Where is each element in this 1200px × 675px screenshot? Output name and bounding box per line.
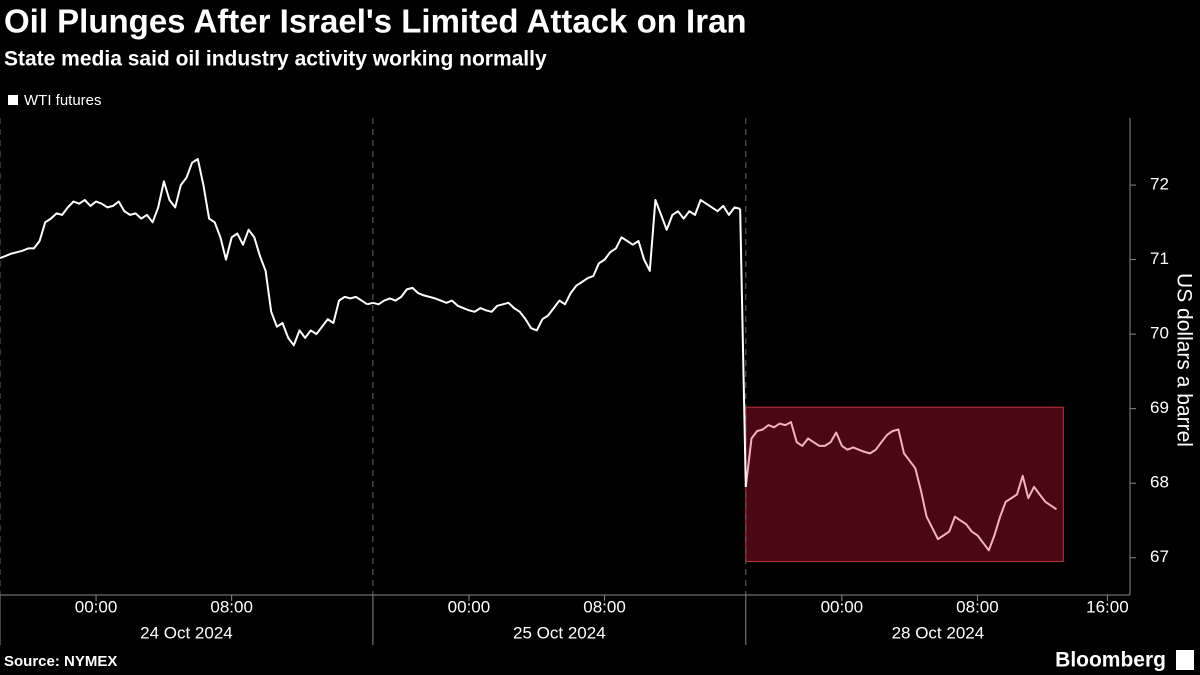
chart-title: Oil Plunges After Israel's Limited Attac…	[4, 3, 747, 40]
x-tick-label: 00:00	[821, 597, 864, 616]
x-tick-label: 00:00	[448, 597, 491, 616]
y-tick-label: 68	[1150, 473, 1169, 492]
x-tick-label: 16:00	[1086, 597, 1129, 616]
price-line	[0, 158, 368, 347]
x-tick-label: 08:00	[956, 597, 999, 616]
x-group-label: 25 Oct 2024	[513, 623, 606, 642]
source: Source: NYMEX	[4, 653, 117, 670]
x-tick-label: 00:00	[75, 597, 118, 616]
y-tick-label: 69	[1150, 398, 1169, 417]
x-group-label: 28 Oct 2024	[892, 623, 985, 642]
legend-label: WTI futures	[24, 92, 102, 109]
legend-swatch	[8, 95, 18, 105]
x-tick-label: 08:00	[583, 597, 626, 616]
y-tick-label: 72	[1150, 175, 1169, 194]
price-line	[744, 421, 1058, 552]
price-line	[372, 199, 741, 332]
x-group-label: 24 Oct 2024	[140, 623, 233, 642]
session-connector	[739, 208, 747, 487]
brand: Bloomberg	[1055, 649, 1166, 672]
brand-icon	[1176, 650, 1194, 670]
session-connector	[366, 301, 374, 306]
y-tick-label: 71	[1150, 249, 1169, 268]
x-tick-label: 08:00	[210, 597, 253, 616]
y-axis-label: US dollars a barrel	[1172, 273, 1195, 447]
chart-subtitle: State media said oil industry activity w…	[4, 48, 547, 71]
y-tick-label: 70	[1150, 324, 1169, 343]
y-tick-label: 67	[1150, 547, 1169, 566]
